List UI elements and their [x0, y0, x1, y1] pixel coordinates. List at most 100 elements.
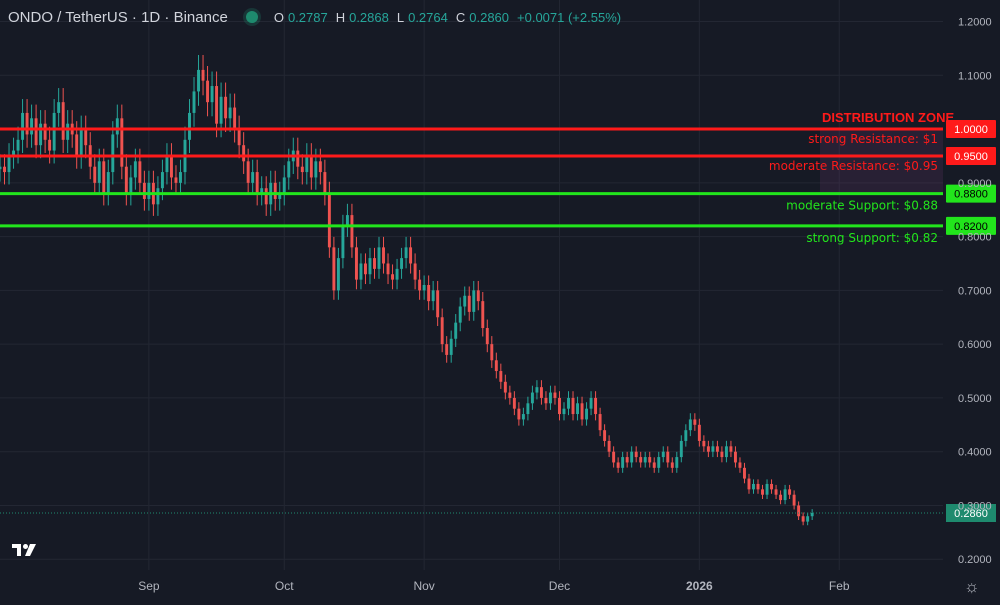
low-label: L	[396, 9, 405, 25]
candle-body	[733, 451, 737, 463]
candle-body	[409, 247, 413, 264]
chart-header: ONDO / TetherUS · 1D · Binance O 0.2787 H…	[8, 6, 625, 28]
x-tick-label: Sep	[138, 579, 160, 593]
candle-body	[97, 161, 101, 183]
x-tick-label: Nov	[413, 579, 434, 593]
candle-body	[93, 166, 97, 183]
candle-body	[237, 129, 241, 146]
candle-body	[106, 172, 110, 194]
candle-body	[314, 161, 318, 178]
candle-body	[278, 193, 282, 199]
candle-body	[84, 129, 88, 146]
candle-body	[702, 440, 706, 447]
candle-body	[810, 513, 814, 517]
candle-body	[404, 247, 408, 259]
candle-body	[255, 172, 259, 194]
symbol-title[interactable]: ONDO / TetherUS · 1D · Binance	[8, 8, 228, 26]
candle-body	[138, 161, 142, 183]
candle-body	[395, 268, 399, 280]
candle-body	[670, 462, 674, 468]
candle-body	[481, 301, 485, 329]
candle-body	[418, 279, 422, 291]
candle-body	[585, 408, 589, 420]
x-tick-label: Oct	[275, 579, 294, 593]
candle-body	[233, 107, 237, 130]
candle-body	[206, 80, 210, 103]
level-label: strong Support: $0.82	[806, 231, 938, 245]
candle-body	[576, 403, 579, 415]
candle-body	[467, 295, 471, 312]
candle-body	[571, 397, 575, 415]
y-tick-label: 0.8000	[958, 232, 992, 244]
candle-body	[382, 247, 385, 264]
candle-body	[350, 215, 354, 248]
candle-body	[797, 505, 801, 517]
candle-body	[66, 123, 70, 140]
candle-body	[738, 462, 742, 468]
candle-body	[413, 263, 417, 280]
candle-body	[693, 419, 697, 425]
settings-gear-icon[interactable]: ☼	[964, 577, 980, 596]
candle-body	[165, 155, 169, 173]
candle-body	[661, 451, 665, 458]
y-tick-label: 0.3000	[958, 500, 992, 512]
level-price-tag-text: 1.0000	[954, 124, 988, 136]
level-label: strong Resistance: $1	[808, 132, 938, 146]
candle-body	[251, 172, 255, 183]
level-price-tag-text: 0.8800	[954, 189, 988, 201]
candle-body	[336, 258, 340, 291]
candle-body	[684, 430, 688, 441]
candle-body	[675, 457, 679, 468]
candle-body	[472, 290, 476, 312]
candle-body	[188, 112, 191, 140]
level-price-tag	[946, 120, 996, 139]
candle-body	[539, 387, 543, 398]
candle-body	[16, 139, 20, 151]
candle-body	[476, 290, 480, 302]
market-status-icon	[245, 11, 258, 23]
y-tick-label: 0.4000	[958, 447, 992, 459]
candle-body	[115, 118, 119, 135]
candle-body	[174, 177, 178, 183]
candle-body	[364, 263, 367, 275]
candle-body	[697, 424, 701, 441]
candle-body	[133, 161, 137, 178]
candle-body	[12, 150, 16, 156]
candle-body	[517, 408, 521, 420]
candle-body	[503, 381, 507, 393]
candle-body	[192, 91, 196, 113]
candle-body	[652, 462, 656, 468]
candle-body	[643, 457, 647, 463]
candle-body	[79, 129, 83, 156]
candle-body	[305, 155, 309, 173]
candle-body	[743, 467, 746, 479]
high-label: H	[335, 9, 346, 25]
tradingview-logo-icon[interactable]	[10, 540, 40, 560]
candle-body	[779, 494, 783, 501]
candle-body	[648, 457, 652, 463]
candle-body	[657, 457, 661, 468]
candle-body	[431, 290, 435, 302]
candle-body	[300, 166, 304, 173]
candle-body	[761, 489, 764, 495]
candle-body	[197, 69, 200, 92]
candle-body	[3, 166, 6, 173]
candle-body	[801, 516, 805, 522]
candle-body	[7, 155, 11, 173]
candle-body	[612, 451, 616, 463]
candle-body	[373, 258, 376, 269]
candle-body	[242, 145, 246, 162]
candle-body	[34, 118, 38, 146]
candle-body	[52, 112, 56, 151]
candle-body	[770, 483, 774, 490]
candle-body	[21, 112, 25, 140]
candle-body	[445, 344, 449, 355]
candle-body	[454, 322, 458, 339]
candle-body	[48, 139, 52, 151]
candle-body	[219, 96, 223, 124]
candle-body	[30, 118, 34, 135]
candle-body	[729, 446, 733, 452]
